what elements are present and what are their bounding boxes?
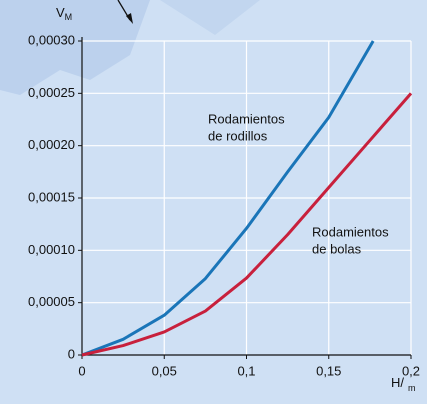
x-axis-label: H/m (391, 375, 416, 393)
y-tick-label: 0,00010 (28, 242, 75, 257)
y-tick-label: 0,00005 (28, 294, 75, 309)
series-label: de bolas (312, 241, 362, 256)
x-tick-label: 0,2 (402, 363, 420, 378)
y-tick-label: 0,00025 (28, 85, 75, 100)
y-tick-label: 0,00020 (28, 137, 75, 152)
series-label: Rodamientos (312, 224, 389, 239)
series-line (81, 40, 375, 357)
y-tick-label: 0,00030 (28, 32, 75, 47)
y-axis-label: VM (56, 5, 72, 22)
y-tick-label: 0 (68, 346, 75, 361)
decoration (0, 0, 260, 95)
series-line (81, 92, 413, 357)
series-label: de rodillos (208, 128, 268, 143)
x-tick-label: 0,1 (237, 363, 255, 378)
y-tick-label: 0,00015 (28, 189, 75, 204)
x-tick-label: 0 (78, 363, 85, 378)
x-tick-label: 0,05 (152, 363, 177, 378)
series-label: Rodamientos (208, 111, 285, 126)
x-tick-label: 0,15 (316, 363, 341, 378)
